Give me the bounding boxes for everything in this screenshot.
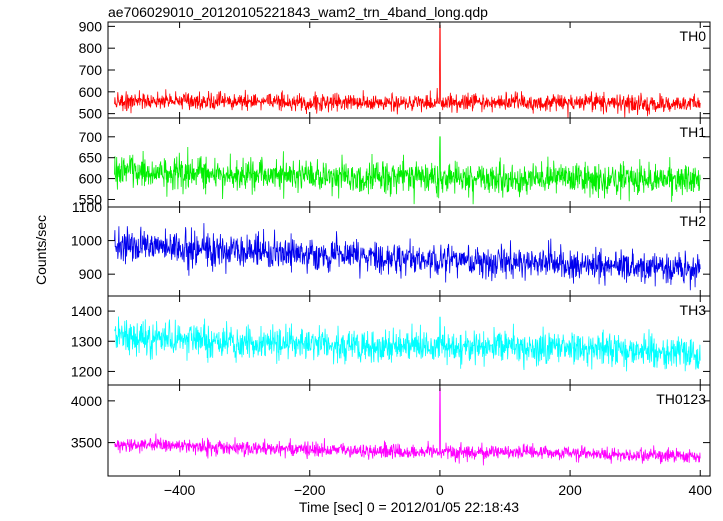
panel-label: TH3 <box>680 302 707 318</box>
series-line-th3 <box>114 316 701 372</box>
panel-label: TH0 <box>680 28 707 44</box>
panel-frame <box>107 384 711 477</box>
y-tick-label: 650 <box>79 150 103 166</box>
panel-th3: 1200 1300 1400 TH3 <box>71 295 711 386</box>
y-tick-label: 550 <box>79 191 103 207</box>
y-tick-label: 600 <box>79 171 103 187</box>
y-tick-label: 500 <box>79 106 103 122</box>
x-tick-label: 200 <box>558 482 582 498</box>
y-tick-label: 800 <box>79 40 103 56</box>
y-tick-label: 900 <box>79 266 103 282</box>
panel-label: TH1 <box>680 124 707 140</box>
panel-label: TH0123 <box>656 391 706 407</box>
chart-title: ae706029010_20120105221843_wam2_trn_4ban… <box>108 4 488 20</box>
panel-th2: 900 1000 1100 TH2 <box>71 199 711 297</box>
y-tick-label: 700 <box>79 129 103 145</box>
panel-label: TH2 <box>680 213 707 229</box>
y-tick-label: 900 <box>79 18 103 34</box>
y-tick-label: 1400 <box>71 303 102 319</box>
x-axis-label: Time [sec] 0 = 2012/01/05 22:18:43 <box>299 499 519 515</box>
panel-th1: 550 600 650 700 TH1 <box>79 117 711 208</box>
y-tick-label: 600 <box>79 84 103 100</box>
y-tick-label: 1200 <box>71 363 102 379</box>
y-tick-label: 1100 <box>72 199 102 215</box>
y-tick-label: 1000 <box>71 233 102 249</box>
y-tick-label: 700 <box>79 62 103 78</box>
series-line-th1 <box>114 136 701 205</box>
x-tick-label: −400 <box>164 482 196 498</box>
y-axis-label: Counts/sec <box>33 215 49 285</box>
y-tick-label: 3500 <box>71 435 102 451</box>
y-tick-label: 4000 <box>71 393 102 409</box>
x-tick-label: 0 <box>436 482 444 498</box>
y-tick-label: 1300 <box>71 333 102 349</box>
panel-th0: 500 600 700 800 900 TH0 <box>79 18 711 122</box>
x-tick-label: 400 <box>689 482 713 498</box>
series-line-th2 <box>114 223 701 291</box>
x-tick-label: −200 <box>294 482 326 498</box>
panel-th0123: 3500 4000 TH0123 <box>71 384 711 477</box>
series-line-th0123 <box>114 387 701 466</box>
series-line-th0 <box>114 24 701 118</box>
